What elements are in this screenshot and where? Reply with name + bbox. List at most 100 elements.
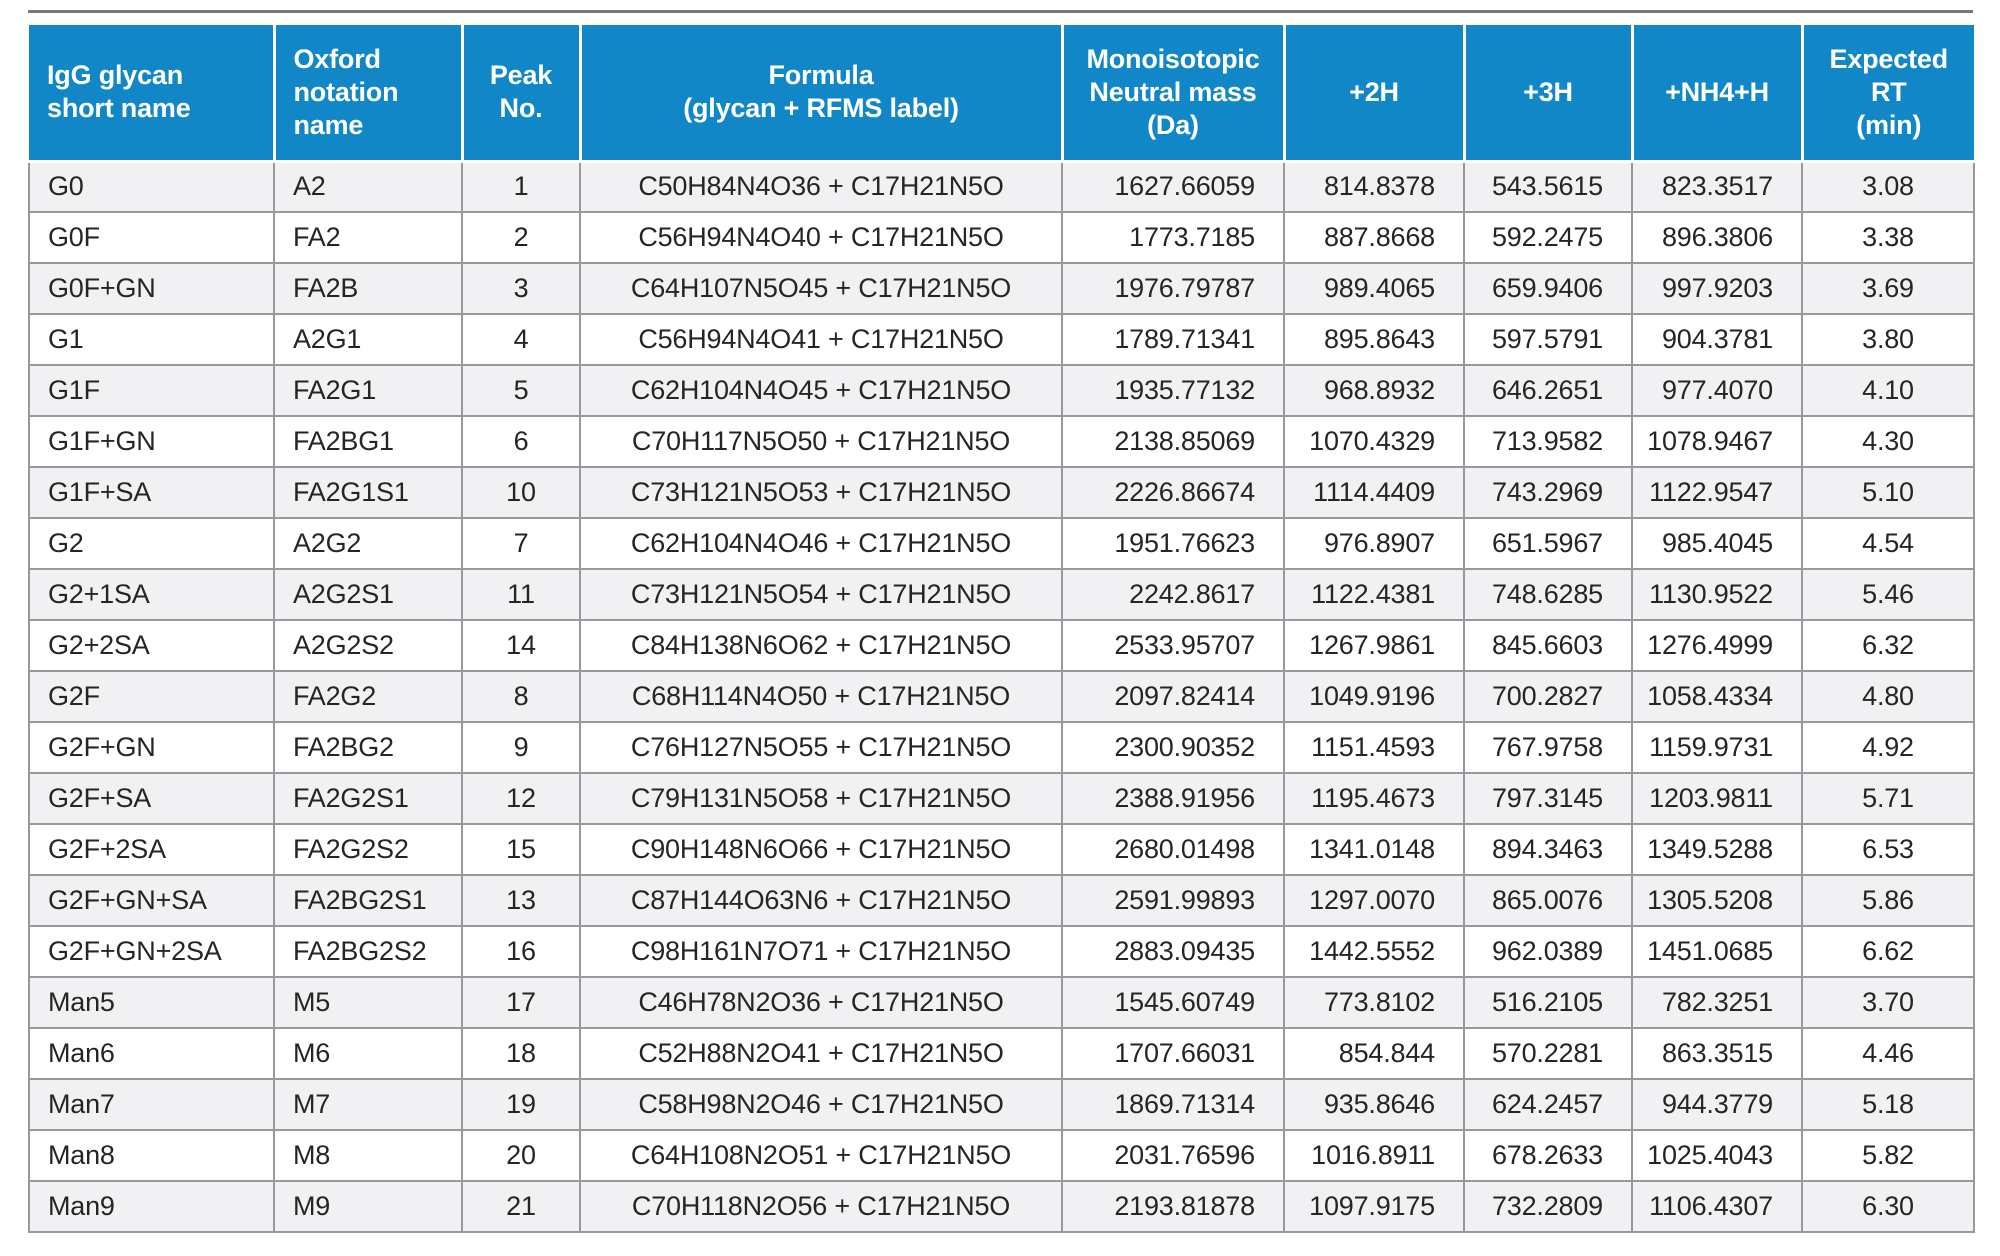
cell-plus-2h: 1267.9861 [1283, 619, 1465, 672]
cell-short-name: G2+2SA [28, 619, 275, 672]
table-row: G2+1SA A2G2S1 11 C73H121N5O54 + C17H21N5O 22… [28, 568, 1975, 621]
cell-formula: C90H148N6O66 + C17H21N5O [579, 823, 1063, 876]
header-cell-expected-rt: Expected RT (min) [1800, 25, 1974, 163]
cell-nh4-h: 944.3779 [1631, 1078, 1803, 1131]
cell-oxford-name: FA2G1 [273, 364, 463, 417]
cell-peak-no: 9 [461, 721, 581, 774]
cell-peak-no: 17 [461, 976, 581, 1029]
table-row: Man8 M8 20 C64H108N2O51 + C17H21N5O 2031.765… [28, 1129, 1975, 1182]
cell-plus-3h: 624.2457 [1463, 1078, 1633, 1131]
cell-plus-2h: 1114.4409 [1283, 466, 1465, 519]
cell-plus-3h: 646.2651 [1463, 364, 1633, 417]
cell-oxford-name: FA2G1S1 [273, 466, 463, 519]
cell-nh4-h: 977.4070 [1631, 364, 1803, 417]
cell-plus-2h: 854.844 [1283, 1027, 1465, 1080]
cell-plus-3h: 659.9406 [1463, 262, 1633, 315]
cell-short-name: G2F [28, 670, 275, 723]
cell-expected-rt: 3.80 [1801, 313, 1975, 366]
cell-expected-rt: 3.08 [1801, 160, 1975, 213]
cell-formula: C64H107N5O45 + C17H21N5O [579, 262, 1063, 315]
cell-formula: C68H114N4O50 + C17H21N5O [579, 670, 1063, 723]
cell-formula: C56H94N4O40 + C17H21N5O [579, 211, 1063, 264]
cell-formula: C84H138N6O62 + C17H21N5O [579, 619, 1063, 672]
cell-plus-2h: 1049.9196 [1283, 670, 1465, 723]
cell-peak-no: 2 [461, 211, 581, 264]
cell-monoisotopic-mass: 2533.95707 [1061, 619, 1285, 672]
cell-plus-3h: 597.5791 [1463, 313, 1633, 366]
cell-nh4-h: 1130.9522 [1631, 568, 1803, 621]
cell-expected-rt: 6.30 [1801, 1180, 1975, 1233]
table-row: G2F+GN+SA FA2BG2S1 13 C87H144O63N6 + C17H21… [28, 874, 1975, 927]
cell-expected-rt: 4.10 [1801, 364, 1975, 417]
cell-monoisotopic-mass: 2591.99893 [1061, 874, 1285, 927]
cell-monoisotopic-mass: 2680.01498 [1061, 823, 1285, 876]
cell-peak-no: 20 [461, 1129, 581, 1182]
cell-plus-2h: 1297.0070 [1283, 874, 1465, 927]
cell-peak-no: 21 [461, 1180, 581, 1233]
cell-plus-2h: 976.8907 [1283, 517, 1465, 570]
cell-short-name: G2F+GN+SA [28, 874, 275, 927]
header-cell-plus-2h: +2H [1282, 25, 1464, 163]
cell-monoisotopic-mass: 1935.77132 [1061, 364, 1285, 417]
cell-peak-no: 12 [461, 772, 581, 825]
cell-nh4-h: 1106.4307 [1631, 1180, 1803, 1233]
cell-plus-3h: 865.0076 [1463, 874, 1633, 927]
cell-nh4-h: 1305.5208 [1631, 874, 1803, 927]
cell-expected-rt: 4.80 [1801, 670, 1975, 723]
cell-short-name: Man9 [28, 1180, 275, 1233]
cell-formula: C58H98N2O46 + C17H21N5O [579, 1078, 1063, 1131]
cell-peak-no: 11 [461, 568, 581, 621]
cell-plus-2h: 1122.4381 [1283, 568, 1465, 621]
cell-short-name: G2F+GN [28, 721, 275, 774]
cell-oxford-name: A2G2S2 [273, 619, 463, 672]
cell-oxford-name: M5 [273, 976, 463, 1029]
cell-nh4-h: 782.3251 [1631, 976, 1803, 1029]
cell-formula: C73H121N5O54 + C17H21N5O [579, 568, 1063, 621]
cell-short-name: G1F [28, 364, 275, 417]
cell-formula: C70H118N2O56 + C17H21N5O [579, 1180, 1063, 1233]
cell-short-name: G0F+GN [28, 262, 275, 315]
cell-plus-2h: 773.8102 [1283, 976, 1465, 1029]
table-row: G2+2SA A2G2S2 14 C84H138N6O62 + C17H21N5O 25… [28, 619, 1975, 672]
cell-monoisotopic-mass: 1869.71314 [1061, 1078, 1285, 1131]
cell-peak-no: 1 [461, 160, 581, 213]
cell-nh4-h: 1025.4043 [1631, 1129, 1803, 1182]
cell-expected-rt: 6.32 [1801, 619, 1975, 672]
cell-oxford-name: A2G1 [273, 313, 463, 366]
cell-expected-rt: 5.46 [1801, 568, 1975, 621]
table-row: G1F+SA FA2G1S1 10 C73H121N5O53 + C17H21N5O 2… [28, 466, 1975, 519]
cell-formula: C64H108N2O51 + C17H21N5O [579, 1129, 1063, 1182]
header-cell-oxford-name: Oxford notation name [272, 25, 462, 163]
cell-peak-no: 4 [461, 313, 581, 366]
table-row: G2F+2SA FA2G2S2 15 C90H148N6O66 + C17H21N5O… [28, 823, 1975, 876]
cell-monoisotopic-mass: 1773.7185 [1061, 211, 1285, 264]
cell-nh4-h: 896.3806 [1631, 211, 1803, 264]
cell-nh4-h: 1122.9547 [1631, 466, 1803, 519]
cell-nh4-h: 997.9203 [1631, 262, 1803, 315]
table-row: G0 A2 1 C50H84N4O36 + C17H21N5O 1627.66059 81… [28, 160, 1975, 213]
cell-nh4-h: 823.3517 [1631, 160, 1803, 213]
cell-monoisotopic-mass: 2883.09435 [1061, 925, 1285, 978]
header-cell-short-name: IgG glycan short name [29, 25, 274, 163]
cell-peak-no: 13 [461, 874, 581, 927]
cell-plus-3h: 651.5967 [1463, 517, 1633, 570]
cell-plus-3h: 543.5615 [1463, 160, 1633, 213]
cell-plus-2h: 1016.8911 [1283, 1129, 1465, 1182]
cell-peak-no: 6 [461, 415, 581, 468]
cell-plus-3h: 797.3145 [1463, 772, 1633, 825]
cell-monoisotopic-mass: 1627.66059 [1061, 160, 1285, 213]
cell-peak-no: 15 [461, 823, 581, 876]
cell-monoisotopic-mass: 2242.8617 [1061, 568, 1285, 621]
table-row: G1F FA2G1 5 C62H104N4O45 + C17H21N5O 1935.77… [28, 364, 1975, 417]
cell-plus-3h: 748.6285 [1463, 568, 1633, 621]
cell-peak-no: 19 [461, 1078, 581, 1131]
glycan-table-body: G0 A2 1 C50H84N4O36 + C17H21N5O 1627.66059 81… [28, 160, 1975, 1233]
cell-peak-no: 7 [461, 517, 581, 570]
cell-monoisotopic-mass: 1951.76623 [1061, 517, 1285, 570]
cell-oxford-name: FA2G2S1 [273, 772, 463, 825]
cell-monoisotopic-mass: 2138.85069 [1061, 415, 1285, 468]
cell-nh4-h: 1276.4999 [1631, 619, 1803, 672]
cell-plus-2h: 895.8643 [1283, 313, 1465, 366]
cell-peak-no: 8 [461, 670, 581, 723]
header-cell-peak-no: Peak No. [460, 25, 580, 163]
